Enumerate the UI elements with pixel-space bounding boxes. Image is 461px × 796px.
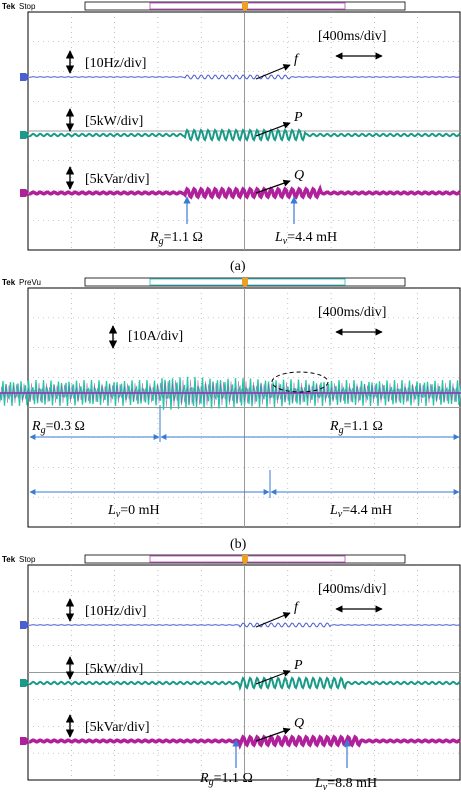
- marker-symbol: L: [329, 503, 338, 518]
- marker-label: Rg=1.1 Ω: [149, 230, 203, 247]
- marker-symbol: R: [329, 419, 339, 434]
- time-scale: [400ms/div]: [318, 582, 386, 597]
- trigger-marker: [242, 278, 248, 288]
- signal-label: P: [293, 658, 303, 673]
- marker-symbol: R: [149, 230, 159, 245]
- marker-symbol: L: [107, 503, 116, 518]
- marker-text: =0 mH: [120, 503, 159, 518]
- scale-label: [10Hz/div]: [85, 56, 146, 71]
- marker-text: =0.3 Ω: [46, 419, 85, 434]
- caption: (b): [230, 537, 247, 552]
- marker-text: =1.1 Ω: [164, 230, 203, 245]
- time-scale: [400ms/div]: [318, 29, 386, 44]
- marker-text: =4.4 mH: [287, 230, 337, 245]
- scale-label: [10A/div]: [128, 329, 183, 344]
- scale-label: [5kW/div]: [85, 114, 143, 129]
- figure: TekStop[400ms/div][10Hz/div]f[5kW/div]P[…: [0, 0, 461, 796]
- marker-label: Rg=1.1 Ω: [329, 419, 383, 436]
- marker-label: Lv=0 mH: [107, 503, 160, 520]
- marker-label: Rg=0.3 Ω: [31, 419, 85, 436]
- scale-label: [5kVar/div]: [85, 172, 150, 187]
- scope-state: PreVu: [19, 278, 41, 287]
- marker-symbol: L: [314, 776, 323, 791]
- scale-label: [10Hz/div]: [85, 604, 146, 619]
- signal-label: Q: [294, 168, 304, 183]
- signal-label: P: [293, 110, 303, 125]
- marker-symbol: R: [199, 771, 209, 786]
- scale-label: [5kVar/div]: [85, 720, 150, 735]
- time-scale: [400ms/div]: [318, 305, 386, 320]
- scope-state: Stop: [19, 2, 36, 11]
- scope-brand: Tek: [2, 2, 16, 11]
- scope-state: Stop: [19, 555, 36, 564]
- marker-text: =1.1 Ω: [214, 771, 253, 786]
- signal-label: Q: [294, 716, 304, 731]
- scope-brand: Tek: [2, 278, 16, 287]
- marker-text: =8.8 mH: [327, 776, 377, 791]
- trigger-marker: [242, 2, 248, 12]
- scale-label: [5kW/div]: [85, 662, 143, 677]
- marker-symbol: L: [274, 230, 283, 245]
- trigger-marker: [242, 555, 248, 565]
- marker-label: Rg=1.1 Ω: [199, 771, 253, 788]
- caption: (a): [230, 259, 246, 274]
- marker-text: =1.1 Ω: [344, 419, 383, 434]
- scope-brand: Tek: [2, 555, 16, 564]
- marker-symbol: R: [31, 419, 41, 434]
- marker-text: =4.4 mH: [342, 503, 392, 518]
